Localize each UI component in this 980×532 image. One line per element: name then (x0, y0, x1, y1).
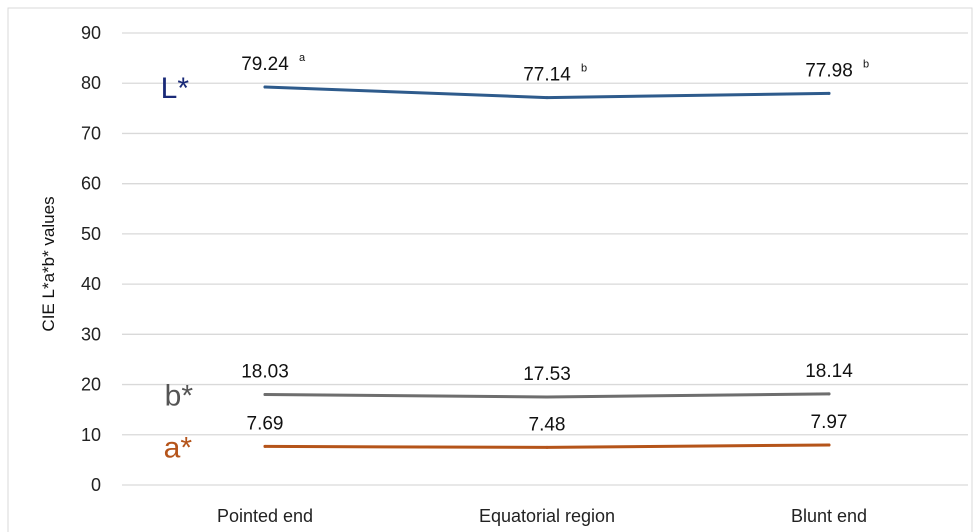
series-name-label: L* (161, 72, 190, 105)
significance-superscript: b (863, 58, 869, 70)
data-point (545, 395, 549, 399)
data-point (545, 445, 549, 449)
gridlines (122, 32, 968, 486)
y-tick-label: 70 (81, 123, 101, 143)
y-tick-label: 0 (91, 475, 101, 495)
data-point (263, 85, 267, 89)
chart-frame (7, 7, 973, 532)
series-name-label: b* (165, 379, 194, 412)
y-tick-label: 80 (81, 73, 101, 93)
data-label: 7.69 (247, 413, 284, 434)
y-tick-label: 60 (81, 174, 101, 194)
x-tick-label: Equatorial region (479, 506, 615, 526)
significance-superscript: b (581, 63, 587, 75)
y-tick-label: 40 (81, 274, 101, 294)
data-label: 77.14 (523, 65, 571, 86)
data-label: 77.98 (805, 60, 853, 81)
series-name-label: a* (164, 431, 193, 464)
data-label: 7.48 (529, 414, 566, 435)
data-label: 7.97 (811, 412, 848, 433)
y-tick-label: 30 (81, 324, 101, 344)
y-tick-label: 50 (81, 224, 101, 244)
data-point (827, 392, 831, 396)
significance-superscript: a (299, 52, 306, 64)
x-tick-label: Blunt end (791, 506, 867, 526)
y-axis-ticks: 0 10 20 30 40 50 60 70 80 90 (81, 23, 101, 495)
data-point (263, 444, 267, 448)
data-point (827, 443, 831, 447)
x-tick-label: Pointed end (217, 506, 313, 526)
data-label: 79.24 (241, 54, 289, 75)
y-axis-title: CIE L*a*b* values (39, 196, 58, 331)
data-point (545, 96, 549, 100)
data-point (263, 392, 267, 396)
data-label: 18.14 (805, 361, 853, 382)
series-0: 79.24 a 77.14 b 77.98 b L* (161, 52, 869, 105)
series-2: 7.69 7.48 7.97 a* (164, 412, 848, 464)
x-axis-ticks: Pointed end Equatorial region Blunt end (217, 506, 867, 526)
y-tick-label: 90 (81, 23, 101, 43)
data-label: 18.03 (241, 361, 289, 382)
y-tick-label: 20 (81, 375, 101, 395)
y-tick-label: 10 (81, 425, 101, 445)
series-group: 79.24 a77.14 b 77.98 bL*18.03 17.53 18.14b*7.6… (161, 52, 869, 464)
data-label: 17.53 (523, 364, 571, 385)
series-1: 18.03 17.53 18.14 b* (165, 361, 854, 413)
data-point (827, 91, 831, 95)
